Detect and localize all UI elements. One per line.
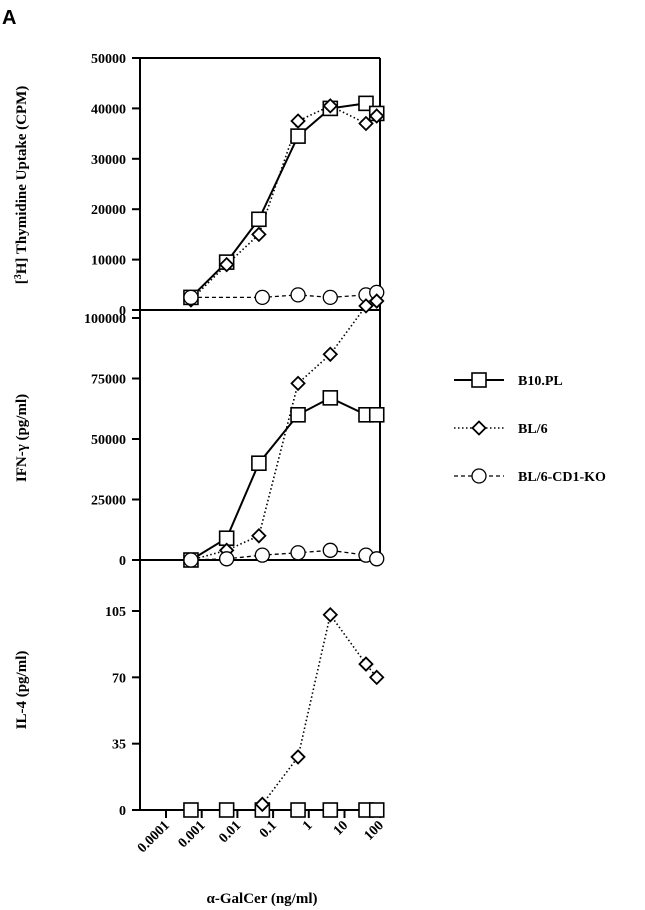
series-lines	[190, 102, 378, 811]
x-tick-label: 10	[331, 818, 352, 839]
y-tick-label: 35	[112, 738, 126, 753]
y-tick-label: 25000	[91, 494, 126, 509]
legend-label: B10.PL	[518, 374, 563, 389]
x-tick-label: 1	[300, 818, 316, 834]
data-point-square	[368, 406, 385, 423]
series-line-bl-6-cd1-ko	[190, 291, 377, 299]
data-point-square	[251, 455, 267, 472]
series-line-b10-pl	[190, 396, 377, 561]
data-point-square	[183, 802, 199, 818]
panel-letter: A	[2, 7, 16, 29]
y-tick-label: 30000	[91, 153, 126, 168]
x-tick-label: 0.0001	[135, 818, 173, 856]
y-tick-label: 0	[119, 304, 126, 319]
data-point-diamond	[290, 375, 306, 392]
data-point-circle	[322, 289, 338, 306]
x-tick-label: 0.001	[176, 818, 209, 851]
data-point-diamond	[368, 108, 385, 124]
data-point-square	[251, 211, 267, 228]
legend: B10.PL BL/6 BL/6-CD1-KO	[454, 372, 606, 485]
y-tick-label: 50000	[91, 52, 126, 67]
data-point-diamond	[322, 98, 339, 114]
series-markers	[183, 95, 385, 818]
data-point-diamond	[218, 256, 235, 273]
y-tick-label: 20000	[91, 203, 126, 218]
data-point-diamond	[322, 607, 339, 623]
data-point-diamond	[254, 796, 271, 813]
data-point-circle	[254, 289, 271, 306]
data-point-square	[290, 128, 306, 144]
series-line-b10-pl	[190, 102, 378, 299]
legend-label: BL/6-CD1-KO	[518, 470, 606, 485]
data-point-square	[368, 802, 385, 818]
data-point-circle	[322, 542, 338, 558]
series-line-bl-6	[261, 612, 378, 805]
y-axis-label-thymidine: [3H] Thymidine Uptake (CPM)	[13, 86, 31, 284]
y-tick-label: 50000	[91, 433, 126, 448]
data-point-diamond	[251, 226, 267, 243]
x-tick-label: 100	[362, 818, 387, 843]
data-point-circle	[183, 552, 199, 568]
y-tick-label: 10000	[91, 254, 126, 269]
y-tick-label: 0	[119, 804, 126, 819]
data-point-square	[322, 390, 339, 406]
x-tick-label: 0.1	[257, 818, 280, 841]
y-tick-label: 100000	[84, 312, 126, 327]
data-point-circle	[290, 287, 306, 303]
y-tick-label: 40000	[91, 102, 126, 117]
data-point-diamond	[368, 293, 385, 309]
data-point-circle	[369, 551, 385, 567]
data-point-diamond	[368, 669, 385, 686]
legend-marker-square	[471, 372, 487, 388]
data-point-square	[290, 406, 306, 423]
x-tick-label: 0.01	[216, 818, 244, 846]
legend-marker-diamond	[471, 420, 487, 436]
data-point-circle	[254, 547, 271, 563]
y-tick-label: 75000	[91, 373, 126, 388]
series-line-bl-6	[190, 300, 378, 561]
data-point-diamond	[290, 749, 306, 765]
data-point-square	[290, 802, 306, 818]
data-point-diamond	[251, 528, 267, 544]
data-point-circle	[290, 545, 306, 561]
data-point-diamond	[358, 298, 374, 314]
data-point-diamond	[358, 115, 374, 132]
y-axis-label-il4: IL-4 (pg/ml)	[14, 651, 30, 730]
y-tick-label: 105	[105, 605, 126, 620]
data-point-diamond	[322, 346, 339, 363]
data-point-diamond	[358, 656, 374, 672]
y-axis-label-ifn: IFN-γ (pg/ml)	[14, 394, 30, 482]
y-tick-label: 70	[112, 671, 126, 686]
y-tick-label: 0	[119, 554, 126, 569]
x-axis-label: α-GalCer (ng/ml)	[207, 891, 318, 907]
data-point-square	[322, 802, 339, 818]
data-point-square	[218, 802, 235, 818]
data-point-circle	[183, 289, 199, 306]
legend-label: BL/6	[518, 422, 548, 437]
ticks-layer: 0 10000 20000 30000 40000 50000 0 25000 50000 750…	[84, 52, 387, 856]
data-point-diamond	[290, 113, 306, 129]
legend-marker-circle	[471, 468, 487, 484]
axes-frame	[139, 57, 381, 811]
data-point-circle	[219, 551, 235, 567]
